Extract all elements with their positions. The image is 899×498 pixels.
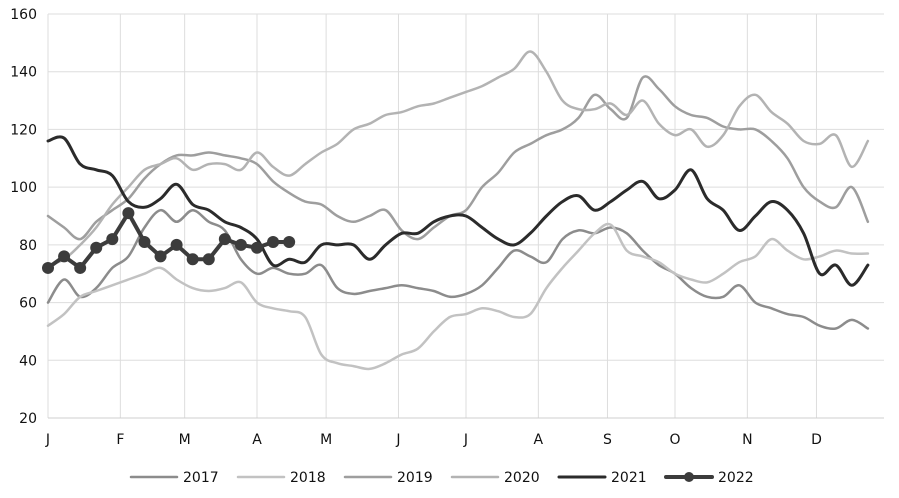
- legend-label: 2018: [290, 470, 326, 486]
- x-tick-label: J: [45, 432, 50, 448]
- series-line-2017: [46, 208, 870, 331]
- series-line-2022: [46, 211, 292, 270]
- x-tick-label: A: [534, 432, 544, 448]
- series-2017: [46, 208, 870, 331]
- series-2018: [46, 222, 870, 371]
- y-tick-label: 60: [19, 296, 37, 312]
- x-tick-label: J: [395, 432, 400, 448]
- legend-label: 2020: [504, 470, 540, 486]
- x-tick-label: M: [179, 432, 191, 448]
- data-point-2022: [202, 253, 215, 266]
- y-tick-label: 20: [19, 411, 37, 427]
- y-tick-label: 100: [10, 180, 37, 196]
- data-point-2022: [106, 233, 119, 246]
- data-point-2022: [90, 241, 103, 254]
- series-2020: [46, 50, 870, 267]
- data-point-2022: [186, 253, 199, 266]
- series-line-2020: [46, 50, 870, 267]
- x-tick-label: F: [116, 432, 124, 448]
- legend-item-2017: 2017: [129, 470, 219, 486]
- data-point-2022: [42, 261, 54, 274]
- data-point-2022: [122, 207, 135, 220]
- legend-item-2019: 2019: [343, 470, 433, 486]
- x-tick-label: O: [669, 432, 680, 448]
- legend-label: 2021: [611, 470, 647, 486]
- data-point-2022: [170, 238, 183, 251]
- series-2021: [46, 135, 870, 287]
- y-tick-label: 140: [10, 65, 37, 81]
- series-lines: [42, 50, 870, 371]
- gridlines: [47, 13, 884, 419]
- legend-item-2021: 2021: [557, 470, 647, 486]
- x-tick-label: M: [320, 432, 332, 448]
- series-2022: [42, 207, 296, 274]
- series-line-2021: [46, 135, 870, 287]
- y-tick-label: 120: [10, 122, 37, 138]
- data-point-2022: [138, 235, 151, 248]
- x-tick-label: A: [252, 432, 262, 448]
- data-point-2022: [283, 235, 296, 248]
- legend-label: 2019: [397, 470, 433, 486]
- legend-item-2022: 2022: [664, 470, 754, 486]
- axes: 20 40 60 80 100 120 140 160 J F M A M J J A S O N D: [10, 7, 884, 448]
- y-tick-label: 40: [19, 353, 37, 369]
- legend-item-2018: 2018: [236, 470, 326, 486]
- data-point-2022: [74, 261, 87, 274]
- y-tick-label: 80: [19, 238, 37, 254]
- data-point-2022: [154, 250, 167, 263]
- legend-label: 2022: [718, 470, 754, 486]
- legend-label: 2017: [183, 470, 219, 486]
- series-line-2018: [46, 222, 870, 371]
- data-point-2022: [234, 238, 247, 251]
- x-tick-label: N: [742, 432, 752, 448]
- legend: 2017 2018 2019 2020 2021 2022: [129, 470, 754, 486]
- x-tick-label: S: [603, 432, 612, 448]
- legend-item-2020: 2020: [450, 470, 540, 486]
- data-point-2022: [267, 235, 280, 248]
- data-point-2022: [218, 233, 231, 246]
- data-point-2022: [251, 241, 263, 254]
- x-tick-label: D: [811, 432, 822, 448]
- x-tick-label: J: [463, 432, 468, 448]
- y-tick-label: 160: [10, 7, 37, 23]
- data-point-2022: [58, 250, 71, 263]
- legend-marker: [684, 472, 694, 482]
